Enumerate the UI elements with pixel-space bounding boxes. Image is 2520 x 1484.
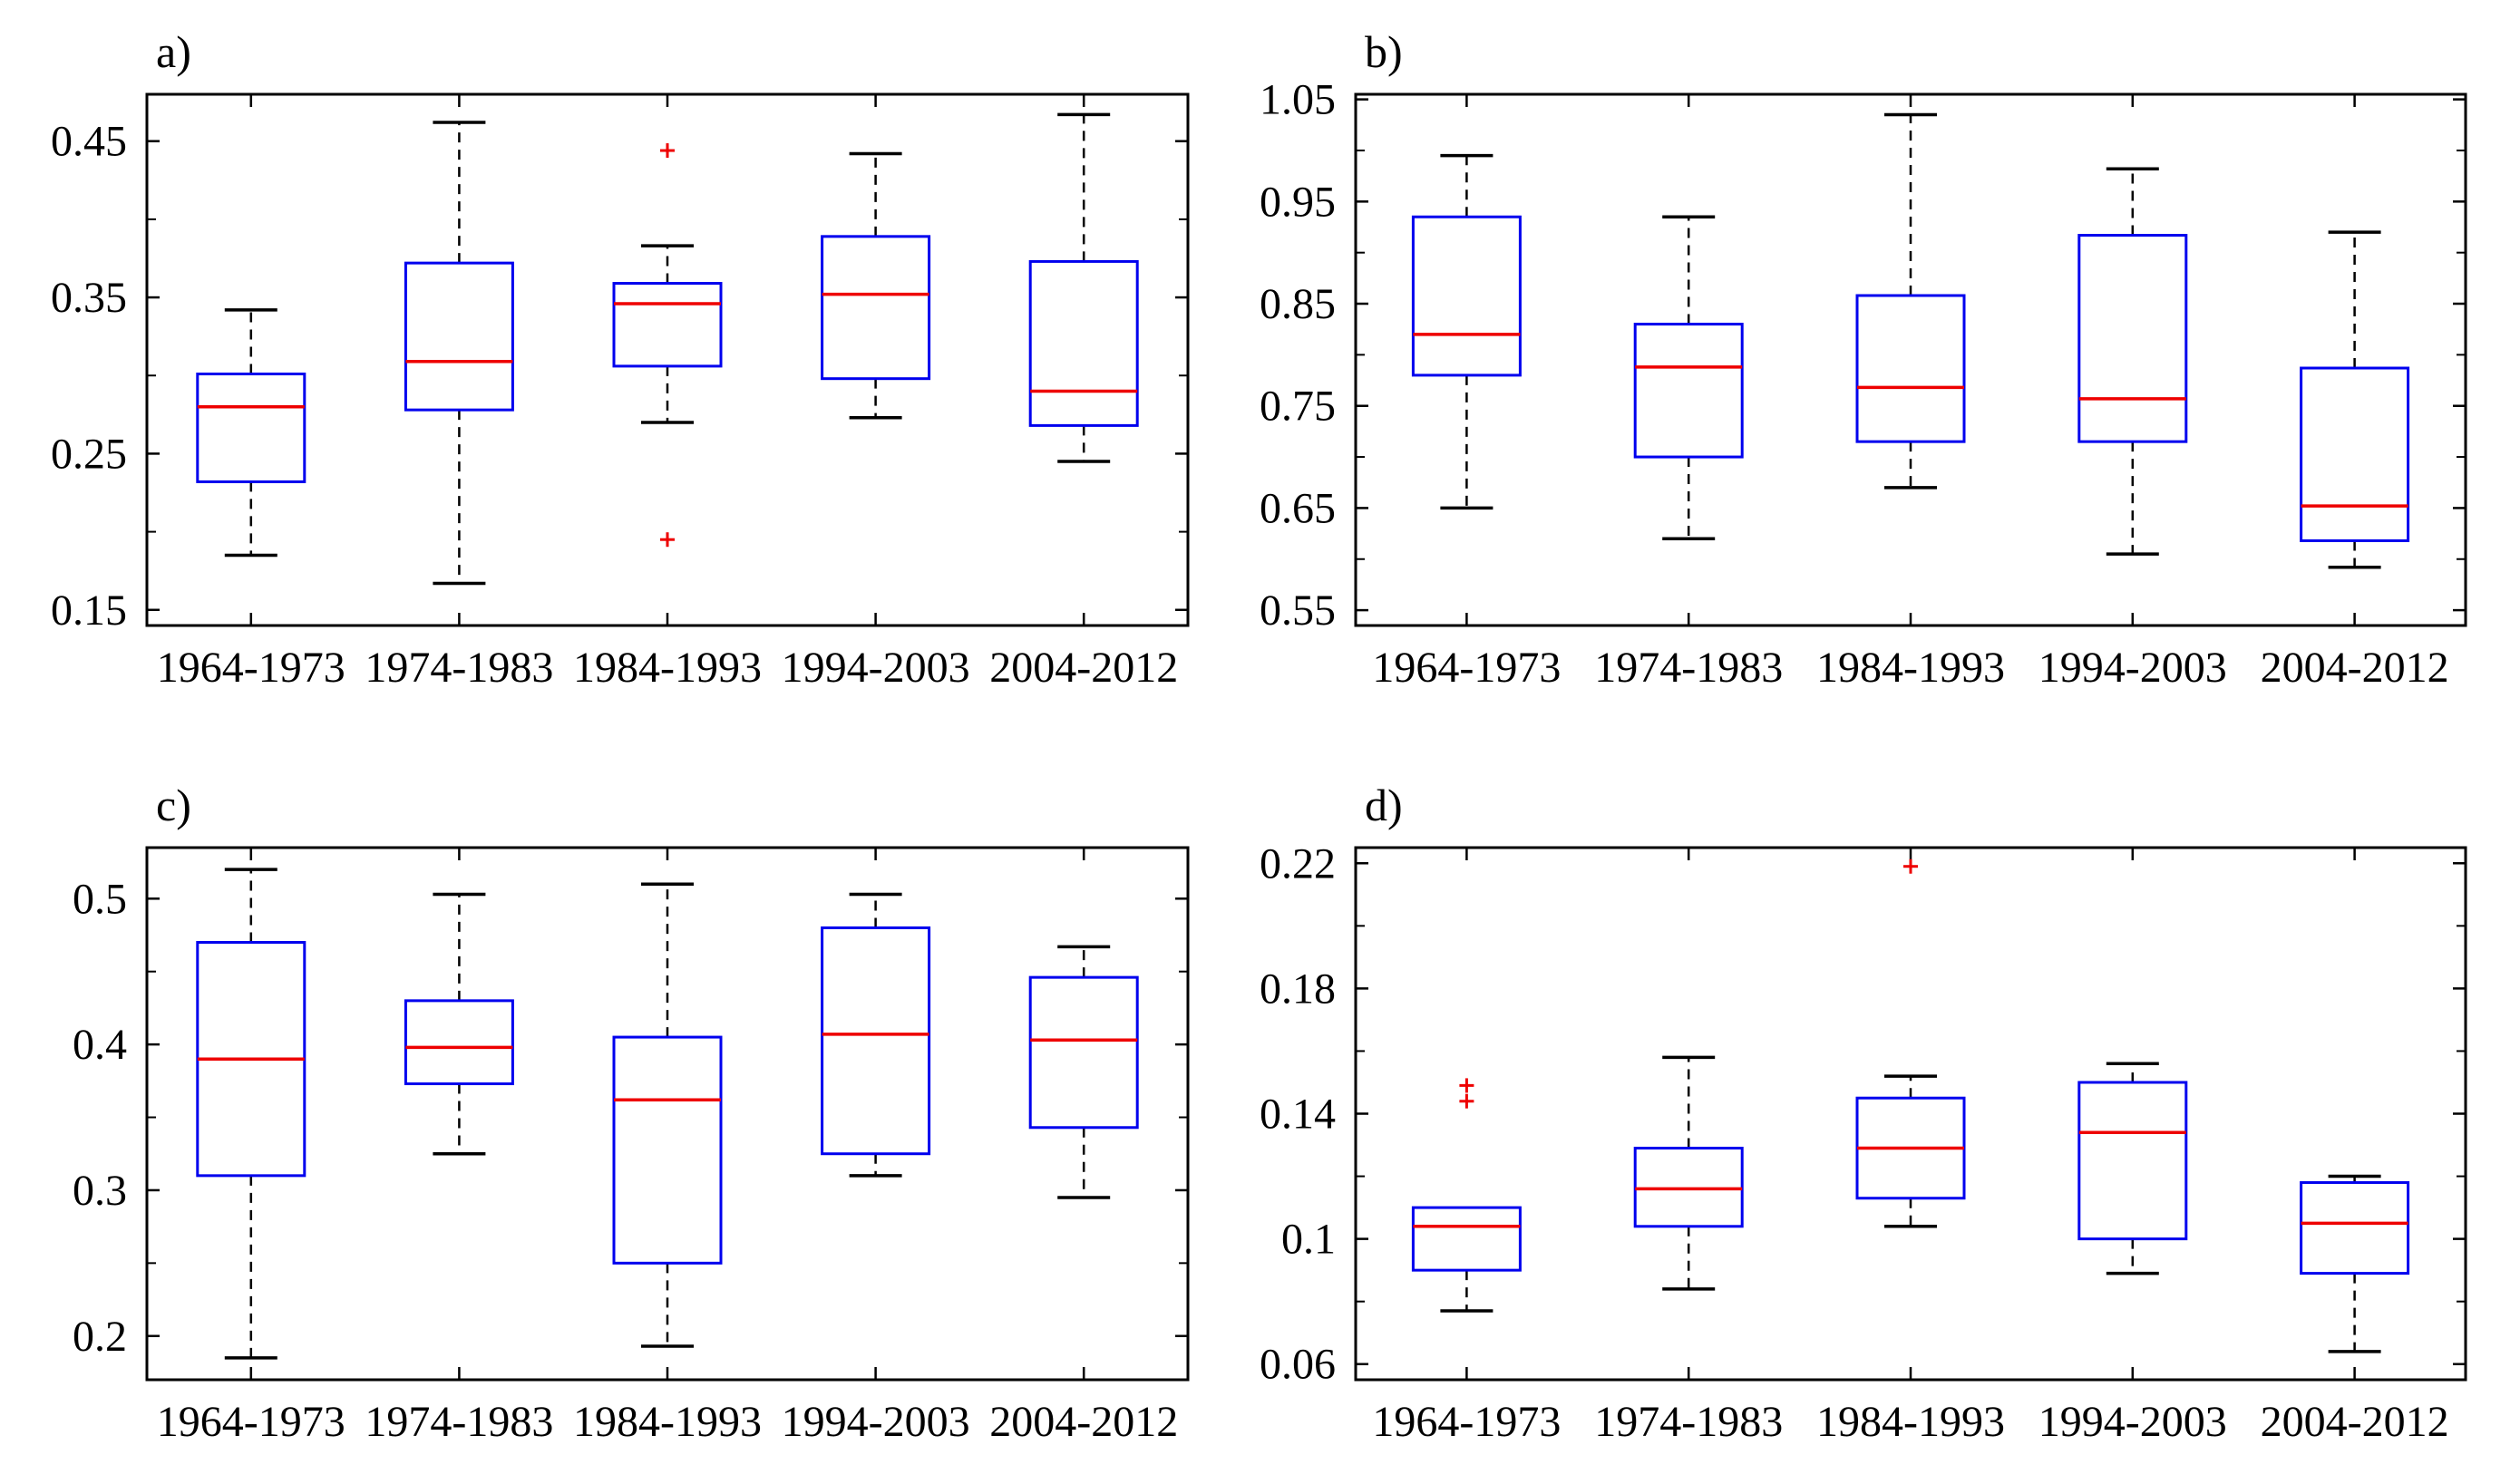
- iqr-box: [612, 282, 723, 368]
- x-tick-label: 1984-1993: [1816, 1398, 2005, 1446]
- y-tick-label: 0.4: [73, 1021, 127, 1069]
- box-5: [1028, 112, 1139, 463]
- outlier-marker: [1459, 1078, 1474, 1093]
- box-4: [2077, 167, 2188, 556]
- x-tick-label: 1974-1983: [1594, 644, 1783, 692]
- x-tick-label: 1974-1983: [365, 644, 553, 692]
- panel-label: a): [156, 26, 191, 77]
- x-tick-label: 1994-2003: [2038, 1398, 2227, 1446]
- y-tick-label: 0.65: [1260, 484, 1336, 532]
- y-tick-label: 0.95: [1260, 178, 1336, 226]
- y-tick-label: 0.35: [51, 274, 127, 322]
- iqr-box: [2077, 234, 2188, 443]
- box-1: [196, 868, 306, 1360]
- iqr-box: [2300, 1180, 2410, 1275]
- x-tick-label: 1964-1973: [157, 644, 345, 692]
- iqr-box: [2077, 1081, 2188, 1241]
- x-tick-label: 1984-1993: [1816, 644, 2005, 692]
- box-5: [2300, 1174, 2410, 1353]
- y-tick-label: 1.05: [1260, 76, 1336, 124]
- x-tick-label: 1994-2003: [2038, 644, 2227, 692]
- x-tick-label: 2004-2012: [2261, 644, 2449, 692]
- x-tick-label: 1974-1983: [1594, 1398, 1783, 1446]
- panel-c: c) 0.2 0.3 0.4 0.5 1964-1973 1974-1983 1984-199…: [73, 780, 1190, 1446]
- x-tick-label: 1974-1983: [365, 1398, 553, 1446]
- panel-label: b): [1365, 26, 1403, 77]
- iqr-box: [1855, 294, 1966, 443]
- box-1: [1411, 153, 1522, 510]
- outlier-marker: [660, 143, 675, 159]
- y-tick-label: 0.06: [1260, 1341, 1336, 1389]
- outlier-marker: [1903, 858, 1918, 874]
- box-4: [2077, 1062, 2188, 1275]
- y-tick-label: 0.45: [51, 118, 127, 166]
- x-tick-label: 1984-1993: [573, 1398, 762, 1446]
- y-tick-label: 0.75: [1260, 383, 1336, 431]
- y-tick-label: 0.2: [73, 1313, 127, 1361]
- iqr-box: [1633, 323, 1744, 459]
- box-3: [612, 882, 723, 1348]
- x-tick-label: 1994-2003: [782, 644, 970, 692]
- box-3: [1855, 858, 1966, 1228]
- y-tick-label: 0.15: [51, 587, 127, 635]
- y-tick-label: 0.85: [1260, 280, 1336, 328]
- y-tick-label: 0.3: [73, 1167, 127, 1215]
- box-4: [821, 151, 931, 420]
- box-2: [404, 121, 514, 586]
- iqr-box: [1028, 975, 1139, 1130]
- iqr-box: [196, 373, 306, 483]
- iqr-box: [821, 926, 931, 1156]
- y-tick-label: 0.1: [1281, 1216, 1336, 1264]
- y-tick-label: 0.22: [1260, 839, 1336, 887]
- iqr-box: [1411, 215, 1522, 377]
- y-tick-label: 0.55: [1260, 587, 1336, 635]
- x-tick-label: 2004-2012: [2261, 1398, 2449, 1446]
- iqr-box: [821, 235, 931, 381]
- iqr-box: [2300, 366, 2410, 542]
- y-tick-label: 0.14: [1260, 1091, 1336, 1139]
- x-tick-label: 2004-2012: [989, 1398, 1178, 1446]
- x-tick-label: 1994-2003: [782, 1398, 970, 1446]
- box-5: [2300, 230, 2410, 569]
- x-tick-label: 1964-1973: [157, 1398, 345, 1446]
- box-2: [1633, 215, 1744, 540]
- panel-label: d): [1365, 780, 1403, 830]
- box-2: [404, 892, 514, 1156]
- box-2: [1633, 1055, 1744, 1291]
- outlier-marker: [1459, 1093, 1474, 1109]
- box-3: [612, 143, 723, 548]
- iqr-box: [404, 999, 514, 1086]
- iqr-box: [1411, 1206, 1522, 1272]
- panel-label: c): [156, 780, 191, 830]
- x-tick-label: 1964-1973: [1372, 644, 1561, 692]
- panel-a: a) 0.15 0.25 0.35 0.45 1964-1973 1974-1983 1984…: [51, 26, 1190, 692]
- iqr-box: [1028, 259, 1139, 427]
- y-tick-label: 0.5: [73, 875, 127, 923]
- box-5: [1028, 945, 1139, 1199]
- box-3: [1855, 112, 1966, 490]
- x-tick-label: 1984-1993: [573, 644, 762, 692]
- x-tick-label: 2004-2012: [989, 644, 1178, 692]
- x-tick-label: 1964-1973: [1372, 1398, 1561, 1446]
- y-tick-label: 0.18: [1260, 965, 1336, 1013]
- box-1: [1411, 1078, 1522, 1313]
- panel-b: b) 0.55 0.65 0.75 0.85 0.95 1.05 1964-1973 1974-…: [1260, 26, 2467, 692]
- panel-d: d) 0.06 0.1 0.14 0.18 0.22 1964-1973 1974-1983 1…: [1260, 780, 2467, 1446]
- iqr-box: [404, 261, 514, 412]
- box-4: [821, 892, 931, 1178]
- box-1: [196, 308, 306, 558]
- iqr-box: [612, 1035, 723, 1265]
- outlier-marker: [660, 532, 675, 548]
- y-tick-label: 0.25: [51, 430, 127, 478]
